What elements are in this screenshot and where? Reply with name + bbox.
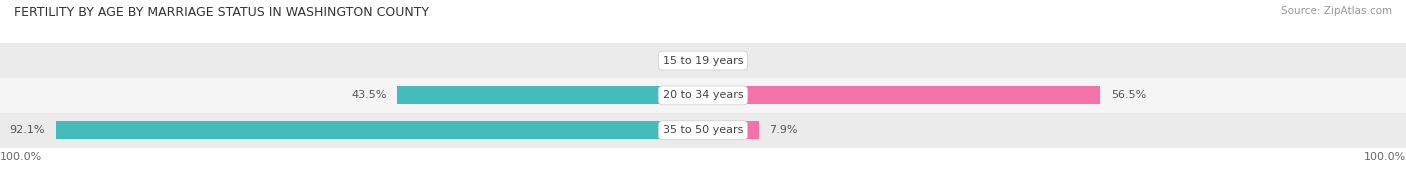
Text: 43.5%: 43.5%	[352, 90, 387, 100]
Text: 92.1%: 92.1%	[10, 125, 45, 135]
Text: 0.0%: 0.0%	[664, 55, 693, 65]
Text: 100.0%: 100.0%	[0, 152, 42, 162]
Bar	[0, 43, 1406, 78]
Text: 20 to 34 years: 20 to 34 years	[662, 90, 744, 100]
Bar	[703, 121, 759, 139]
Bar	[398, 86, 703, 104]
Bar	[0, 78, 1406, 113]
Text: 35 to 50 years: 35 to 50 years	[662, 125, 744, 135]
Text: FERTILITY BY AGE BY MARRIAGE STATUS IN WASHINGTON COUNTY: FERTILITY BY AGE BY MARRIAGE STATUS IN W…	[14, 6, 429, 19]
Text: 56.5%: 56.5%	[1111, 90, 1146, 100]
Text: 100.0%: 100.0%	[1364, 152, 1406, 162]
Bar	[703, 86, 1099, 104]
Bar	[56, 121, 703, 139]
Text: 15 to 19 years: 15 to 19 years	[662, 55, 744, 65]
Text: 0.0%: 0.0%	[713, 55, 742, 65]
Bar	[0, 113, 1406, 148]
Text: 7.9%: 7.9%	[769, 125, 797, 135]
Text: Source: ZipAtlas.com: Source: ZipAtlas.com	[1281, 6, 1392, 16]
